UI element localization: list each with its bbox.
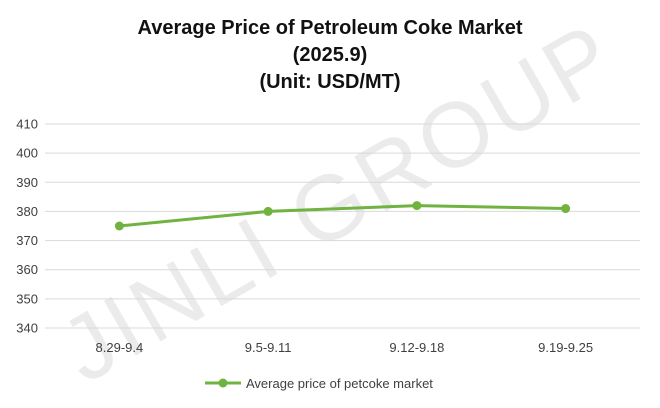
x-axis: 8.29-9.4 9.5-9.11 9.12-9.18 9.19-9.25 [96,340,594,355]
x-tick-label: 9.5-9.11 [245,340,292,355]
x-tick-label: 8.29-9.4 [96,340,144,355]
data-point [561,204,571,214]
legend-label: Average price of petcoke market [246,376,433,391]
legend-marker [218,378,228,388]
y-tick-label: 360 [16,262,38,277]
legend: Average price of petcoke market [205,376,433,391]
chart-unit: (Unit: USD/MT) [259,71,400,93]
y-tick-label: 380 [16,204,38,219]
data-point [114,221,124,231]
y-tick-label: 400 [16,146,38,161]
series-layer [114,201,571,231]
y-axis: 340 350 360 370 380 390 400 410 [16,117,38,336]
y-tick-label: 350 [16,291,38,306]
data-point [412,201,422,211]
y-tick-label: 390 [16,175,38,190]
gridlines [45,123,640,329]
y-tick-label: 340 [16,321,38,336]
chart-title: Average Price of Petroleum Coke Market [138,17,523,39]
data-point [263,206,273,216]
x-tick-label: 9.12-9.18 [389,340,444,355]
x-tick-label: 9.19-9.25 [538,340,593,355]
series-line [117,204,568,228]
chart-subtitle: (2025.9) [293,44,368,66]
y-tick-label: 370 [16,233,38,248]
y-tick-label: 410 [16,117,38,132]
